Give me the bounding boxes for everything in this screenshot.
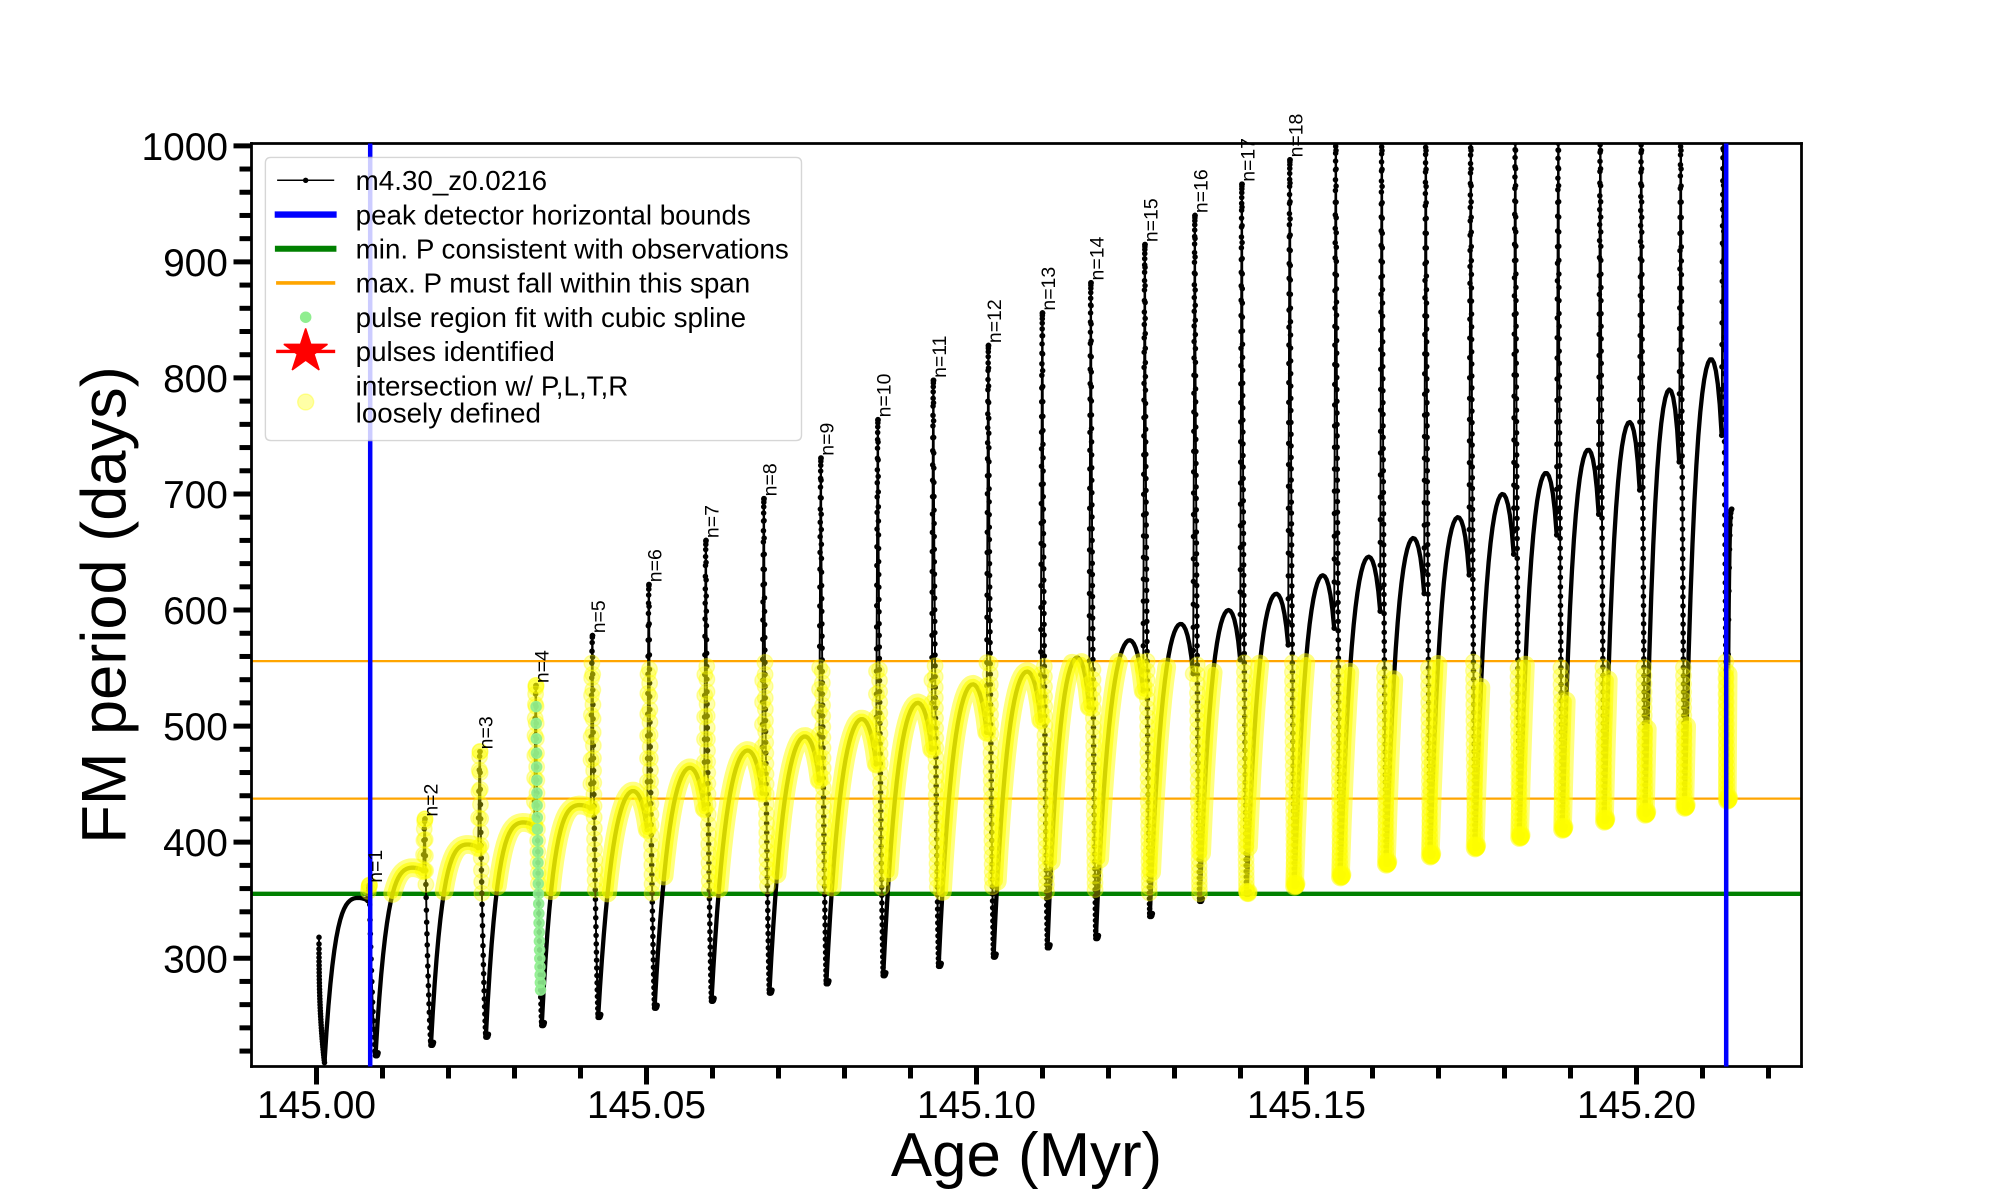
svg-text:n=11: n=11 — [929, 336, 951, 378]
svg-text:n=18: n=18 — [1286, 114, 1308, 158]
svg-text:900: 900 — [163, 242, 228, 285]
svg-text:n=16: n=16 — [1191, 169, 1213, 213]
svg-text:145.05: 145.05 — [587, 1084, 706, 1127]
svg-text:n=4: n=4 — [532, 650, 554, 683]
svg-text:500: 500 — [163, 706, 228, 749]
svg-text:800: 800 — [163, 358, 228, 401]
svg-text:Age (Myr): Age (Myr) — [891, 1121, 1162, 1190]
svg-text:pulse region fit with cubic sp: pulse region fit with cubic spline — [356, 302, 746, 333]
svg-text:FM period (days): FM period (days) — [70, 366, 140, 844]
svg-text:400: 400 — [163, 822, 228, 865]
svg-text:max. P must fall within this s: max. P must fall within this span — [356, 268, 751, 299]
svg-text:n=10: n=10 — [874, 373, 896, 417]
svg-text:n=9: n=9 — [817, 423, 839, 456]
svg-text:n=14: n=14 — [1087, 236, 1109, 280]
svg-text:145.15: 145.15 — [1247, 1084, 1366, 1127]
svg-text:1000: 1000 — [141, 126, 227, 169]
svg-text:300: 300 — [163, 938, 228, 981]
svg-text:n=7: n=7 — [702, 505, 724, 538]
svg-text:700: 700 — [163, 474, 228, 517]
svg-text:pulses identified: pulses identified — [356, 336, 555, 367]
svg-text:n=2: n=2 — [421, 784, 443, 817]
svg-text:n=15: n=15 — [1141, 198, 1163, 242]
svg-text:n=6: n=6 — [645, 549, 667, 582]
svg-text:n=1: n=1 — [365, 850, 387, 883]
svg-text:loosely defined: loosely defined — [356, 397, 541, 428]
svg-text:145.20: 145.20 — [1577, 1084, 1696, 1127]
svg-text:n=3: n=3 — [476, 716, 498, 749]
svg-text:600: 600 — [163, 590, 228, 633]
svg-text:peak detector horizontal bound: peak detector horizontal bounds — [356, 199, 751, 230]
svg-text:n=13: n=13 — [1038, 267, 1060, 311]
svg-text:min. P consistent with observa: min. P consistent with observations — [356, 233, 789, 264]
svg-text:145.00: 145.00 — [257, 1084, 376, 1127]
svg-text:n=8: n=8 — [760, 463, 782, 496]
svg-text:n=5: n=5 — [588, 600, 610, 633]
svg-text:n=12: n=12 — [984, 299, 1006, 343]
svg-text:m4.30_z0.0216: m4.30_z0.0216 — [356, 165, 547, 196]
svg-text:intersection w/ P,L,T,R: intersection w/ P,L,T,R — [356, 370, 629, 401]
svg-text:n=17: n=17 — [1238, 138, 1260, 182]
svg-text:145.10: 145.10 — [917, 1084, 1036, 1127]
